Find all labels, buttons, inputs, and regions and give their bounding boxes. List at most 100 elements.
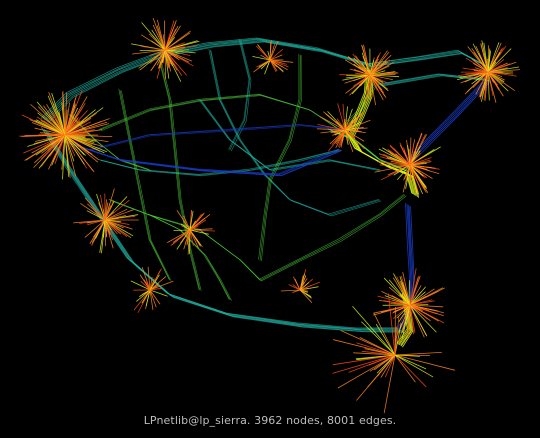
graph-edge [164,25,179,51]
graph-edge [189,229,209,235]
graph-edge [409,146,421,166]
graph-edge [391,295,411,306]
graph-edge [344,123,356,131]
graph-edge [164,42,185,51]
graph-edge [51,126,66,136]
graph-edge [332,354,396,374]
graph-edge [187,229,191,255]
graph-edge [183,215,191,231]
graph-edge [161,49,166,63]
graph-edge [372,53,494,71]
graph-edge [27,134,66,147]
graph-edge [100,150,342,177]
graph-edge [473,63,489,73]
graph-edge [403,147,411,166]
graph-edge [340,330,396,356]
graph-edge [394,354,427,370]
graph-edge [64,134,85,155]
graph-edge [147,266,151,291]
graph-edge [280,289,301,292]
graph-edge [487,69,521,73]
graph-edge [409,164,436,169]
graph-edge [409,144,414,166]
graph-edge [344,111,364,131]
graph-edge [87,203,106,221]
graph-edge [369,74,393,80]
graph-edge [64,134,70,177]
graph-edge [189,212,205,231]
graph-edge [333,339,396,356]
graph-edge [334,129,346,136]
graph-edge [133,289,151,311]
graph-edge [151,29,166,51]
graph-edge [458,71,489,76]
graph-edge [104,219,121,235]
graph-edge [152,18,166,51]
graph-edge [104,219,111,235]
graph-edge [409,304,444,308]
graph-edge [369,70,386,76]
graph-edge [369,60,374,76]
graph-edge [170,229,191,246]
graph-edge [64,134,101,152]
graph-edge [258,194,404,280]
graph-edge [164,46,185,51]
graph-edge [149,49,166,64]
graph-edge [41,127,398,329]
graph-edge [299,275,304,291]
graph-edge [369,62,388,76]
graph-edge [464,71,489,95]
graph-edge [394,304,411,341]
graph-edge [344,129,354,152]
graph-edge [385,354,396,378]
graph-edge [64,134,77,177]
graph-edge [140,46,166,51]
graph-edge [96,193,106,221]
graph-edge [353,71,420,198]
graph-edge [487,71,514,75]
graph-edge [394,323,402,356]
graph-edge [146,281,151,291]
graph-edge [260,55,271,61]
graph-edge [91,219,106,243]
graph-edge [409,304,437,333]
graph-edge [46,134,66,136]
graph-edge [336,118,346,131]
graph-edge [164,49,170,79]
blue-edge-chords [57,124,352,177]
graph-edge [394,354,434,378]
graph-edge [48,131,404,333]
graph-edge [41,134,66,154]
graph-edge [231,40,252,152]
graph-edge [159,59,201,291]
graph-edge [149,280,174,291]
graph-edge [104,219,112,231]
graph-edge [399,293,411,306]
graph-edge [58,112,66,136]
graph-edge [164,20,177,51]
graph-edge [167,229,191,243]
graph-edge [64,97,76,136]
graph-edge [332,354,396,366]
graph-edge [118,88,170,280]
graph-edge [409,164,424,176]
graph-edge [269,54,283,61]
graph-edge [353,74,371,87]
graph-edge [487,59,505,73]
graph-edge [100,194,106,221]
graph-edge [299,289,307,295]
graph-edge [409,268,417,306]
graph-edge [337,354,396,389]
graph-edge [402,164,411,193]
graph-edge [376,324,396,356]
graph-edge [64,107,104,136]
graph-edge [344,127,356,131]
graph-edge [346,74,371,76]
graph-edge [90,124,351,150]
graph-edge [189,228,213,231]
hub-clusters [19,18,521,414]
graph-edge [62,134,66,180]
graph-edge [363,44,371,76]
graph-edge [45,130,402,331]
